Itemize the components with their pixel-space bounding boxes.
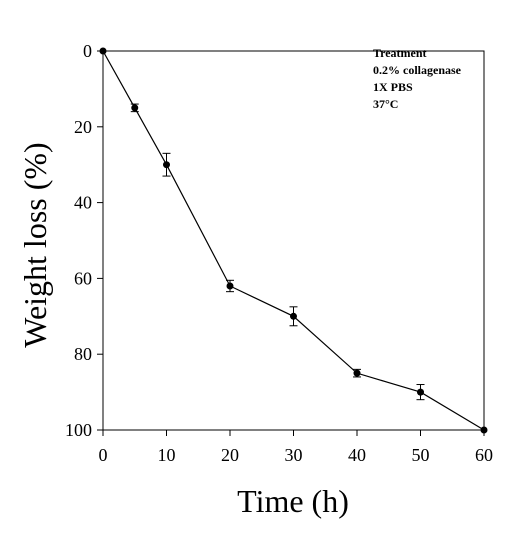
data-point: [99, 47, 107, 55]
data-point: [131, 104, 139, 112]
data-point: [353, 369, 361, 377]
x-tick-label: 50: [412, 445, 430, 465]
y-tick-label: 20: [74, 117, 92, 137]
y-tick-label: 40: [74, 193, 92, 213]
y-tick-label: 100: [65, 420, 92, 440]
legend-line-buffer: 1X PBS: [373, 80, 413, 94]
y-axis-title: Weight loss (%): [17, 142, 53, 347]
x-tick-label: 40: [348, 445, 366, 465]
data-point: [417, 388, 424, 396]
y-tick-label: 0: [83, 41, 92, 61]
x-axis-title: Time (h): [237, 483, 349, 519]
x-tick-label: 30: [285, 445, 303, 465]
legend-annotation: Treatment 0.2% collagenase 1X PBS 37°C: [373, 46, 462, 111]
legend-line-collagenase: 0.2% collagenase: [373, 63, 462, 77]
data-point: [163, 161, 170, 169]
x-axis: 0 10 20 30 40 50 60: [99, 430, 493, 465]
plot-border: [102, 50, 485, 431]
data-point: [480, 426, 488, 434]
x-tick-label: 60: [475, 445, 493, 465]
x-tick-label: 0: [99, 445, 108, 465]
y-tick-label: 60: [74, 268, 92, 288]
legend-line-treatment: Treatment: [373, 46, 427, 60]
data-point: [290, 312, 297, 320]
x-tick-label: 10: [158, 445, 176, 465]
legend-line-temperature: 37°C: [373, 97, 398, 111]
plot-frame: [102, 50, 485, 431]
y-tick-label: 80: [74, 344, 92, 364]
y-axis: 0 20 40 60 80 100: [65, 41, 103, 440]
series-group: [99, 47, 488, 434]
series-line: [102, 50, 485, 431]
data-point: [226, 282, 234, 290]
x-tick-label: 20: [221, 445, 239, 465]
